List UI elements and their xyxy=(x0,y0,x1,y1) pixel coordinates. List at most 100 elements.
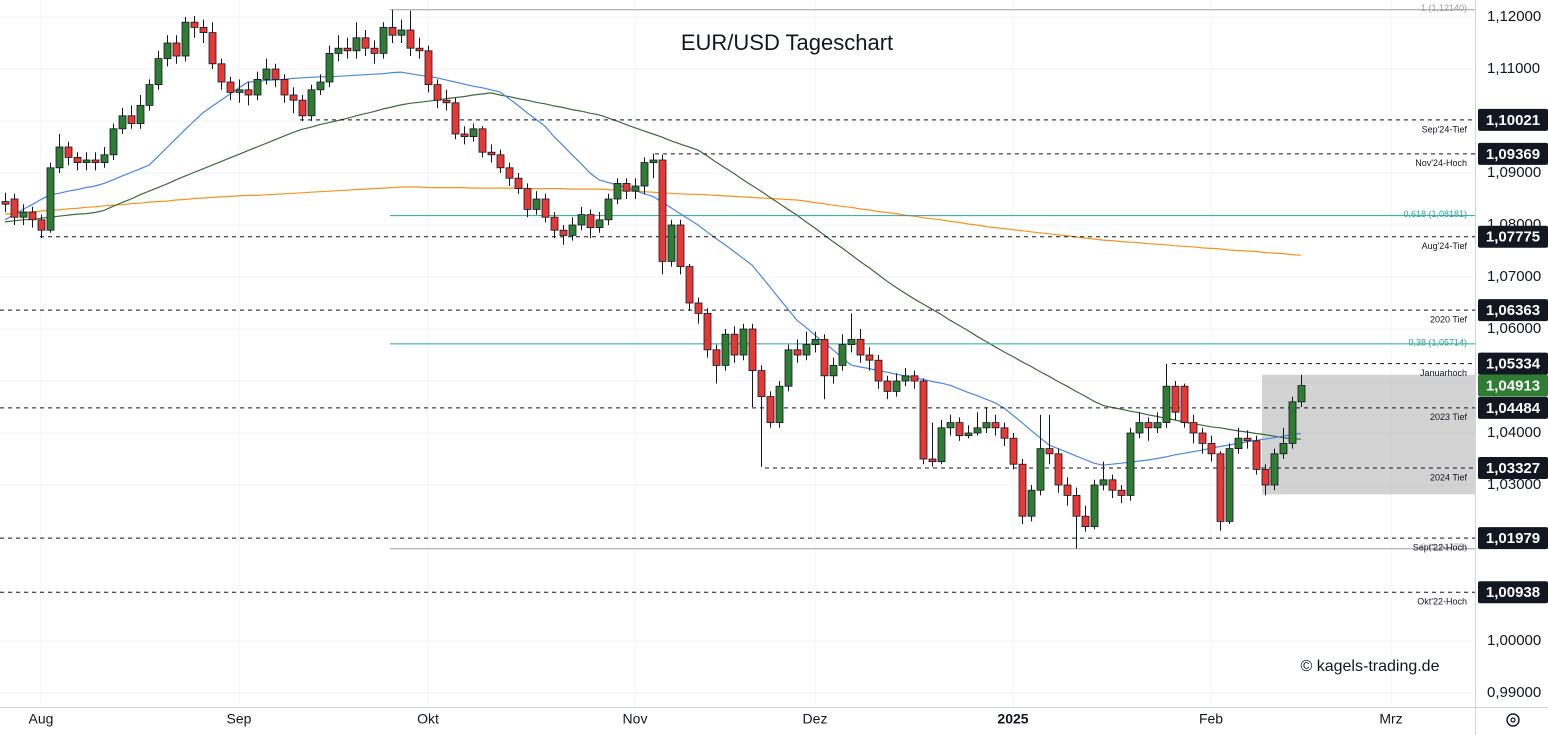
candle-body xyxy=(1018,463,1027,517)
candle-body xyxy=(28,211,37,221)
candle-body xyxy=(352,37,361,52)
candle-body xyxy=(694,302,703,314)
candle-body xyxy=(325,53,334,83)
candle-body xyxy=(532,198,541,210)
candle-body xyxy=(883,380,892,392)
candle-body xyxy=(226,81,235,93)
candle-body xyxy=(154,58,163,86)
price-box-label: 1,01979 xyxy=(1486,530,1540,547)
candle-body xyxy=(676,224,685,268)
candle-body xyxy=(829,365,838,377)
candle-body xyxy=(145,84,154,106)
price-box-label: 1,06363 xyxy=(1486,302,1540,319)
price-box-label: 1,03327 xyxy=(1486,460,1540,477)
price-box-label: 1,00938 xyxy=(1486,584,1540,601)
candle-body xyxy=(1108,479,1117,491)
candle-body xyxy=(1036,448,1045,491)
candle-body xyxy=(253,79,262,96)
candle-body xyxy=(847,339,856,346)
candle-body xyxy=(541,198,550,218)
candle-body xyxy=(748,328,757,372)
candle-body xyxy=(217,63,226,83)
price-box xyxy=(1478,142,1548,165)
candle-body xyxy=(136,105,145,125)
candle-body xyxy=(1063,484,1072,496)
moving-averages xyxy=(4,71,1302,466)
candle-body xyxy=(1126,432,1135,496)
candle-body xyxy=(757,370,766,398)
candle-body xyxy=(460,133,469,138)
candle-body xyxy=(1198,432,1207,444)
fib-label: 0,618 (1,08181) xyxy=(1403,209,1467,219)
price-box-label: 1,04484 xyxy=(1486,400,1541,417)
candle-body xyxy=(415,47,424,52)
candle-body xyxy=(910,375,919,382)
level-text: 2020 Tief xyxy=(1430,315,1468,325)
price-box xyxy=(1478,581,1548,604)
candle-body xyxy=(1162,385,1171,424)
candle-body xyxy=(550,216,559,231)
candle-body xyxy=(775,385,784,424)
y-tick-label: 1,04000 xyxy=(1487,424,1541,441)
candle-body xyxy=(982,422,991,429)
candle-body xyxy=(46,167,55,231)
candle-body xyxy=(865,354,874,361)
candle-body xyxy=(1072,495,1081,517)
candle-body xyxy=(766,396,775,424)
candle-body xyxy=(397,29,406,36)
candle-body xyxy=(235,89,244,93)
candle-body xyxy=(523,188,532,210)
candle-body xyxy=(820,339,829,377)
price-box xyxy=(1478,396,1548,419)
candle-body xyxy=(388,27,397,36)
moving-average-line xyxy=(4,71,1302,466)
x-tick-label: Sep xyxy=(227,711,252,727)
candle-body xyxy=(811,339,820,346)
price-box-label: 1,10021 xyxy=(1486,112,1540,129)
candle-body xyxy=(973,427,982,434)
moving-average-line xyxy=(4,186,1302,256)
candle-body xyxy=(1288,401,1297,444)
candle-body xyxy=(568,224,577,236)
candle-body xyxy=(181,21,190,57)
candle-body xyxy=(1189,422,1198,434)
level-text: Okt'22-Hoch xyxy=(1417,597,1467,607)
settings-ring[interactable] xyxy=(1506,713,1520,727)
candle-body xyxy=(64,146,73,158)
y-tick-label: 1,06000 xyxy=(1487,320,1541,337)
candle-body xyxy=(649,159,658,164)
candle-body xyxy=(379,27,388,54)
price-box-label: 1,09369 xyxy=(1486,146,1540,163)
fib-label: 1 (1,12140) xyxy=(1421,3,1467,13)
copyright: © kagels-trading.de xyxy=(1301,658,1440,675)
candle-body xyxy=(1171,385,1180,413)
candle-body xyxy=(586,214,595,229)
candle-body xyxy=(802,344,811,356)
price-box xyxy=(1478,299,1548,322)
candle-body xyxy=(937,427,946,463)
candle-body xyxy=(1207,443,1216,455)
candle-body xyxy=(631,185,640,192)
candle-body xyxy=(244,89,253,96)
level-text: Januarhoch xyxy=(1420,368,1467,378)
candle-body xyxy=(1270,453,1279,486)
y-tick-label: 1,00000 xyxy=(1487,632,1541,649)
candle-body xyxy=(163,42,172,60)
candle-body xyxy=(856,339,865,356)
candle-body xyxy=(370,47,379,54)
candle-body xyxy=(928,458,937,463)
candle-body xyxy=(343,47,352,52)
settings-icon[interactable] xyxy=(1506,713,1520,727)
candle-body xyxy=(19,211,28,218)
level-text: Sept'22-Hoch xyxy=(1413,542,1467,552)
x-tick-label: Aug xyxy=(29,711,54,727)
candle-body xyxy=(604,198,613,221)
candle-body xyxy=(406,29,415,49)
levels: 1 (1,12140) 0,618 (1,08181) 0,38 (1,05714)… xyxy=(0,3,1475,607)
settings-hub[interactable] xyxy=(1510,717,1516,723)
level-text: Sep'24-Tief xyxy=(1422,124,1468,134)
candle-body xyxy=(469,128,478,138)
grid xyxy=(0,0,1475,707)
price-box xyxy=(1478,108,1548,131)
